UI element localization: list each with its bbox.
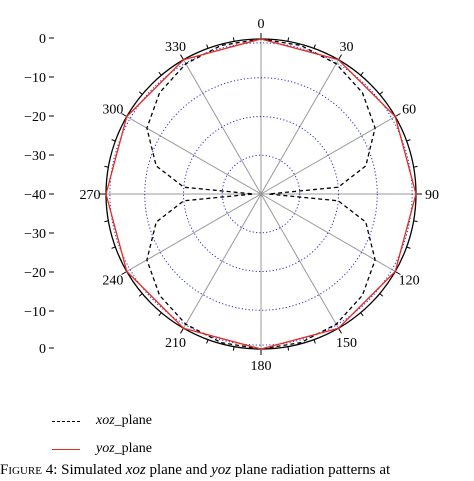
angular-tick-mark: [121, 271, 128, 275]
angular-tick-mark: [104, 165, 109, 168]
radial-tick-label: −20: [24, 266, 46, 281]
angular-tick-mark: [394, 271, 401, 275]
angular-tick-mark: [180, 327, 184, 334]
radial-tick-label: −30: [24, 227, 46, 242]
reference-circle: [109, 42, 413, 346]
legend-item-yoz: yoz _plane: [52, 441, 152, 457]
angular-tick-mark: [206, 44, 209, 49]
radial-tick-label: −40: [24, 188, 46, 203]
grid-spoke: [126, 116, 262, 195]
angular-tick-mark: [158, 312, 162, 317]
grid-spoke: [183, 193, 262, 329]
angular-tick-mark: [121, 113, 128, 117]
angular-tick-label: 0: [258, 17, 265, 32]
angular-tick-mark: [138, 293, 143, 297]
angular-tick-label: 300: [102, 103, 123, 118]
angular-tick-mark: [406, 139, 411, 142]
angular-tick-mark: [111, 246, 116, 249]
angular-tick-mark: [287, 37, 290, 42]
angular-tick-label: 330: [165, 40, 186, 55]
radial-tick-label: −30: [24, 149, 46, 164]
angular-tick-mark: [138, 91, 143, 95]
angular-tick-mark: [313, 44, 316, 49]
caption-text-1: Simulated: [57, 462, 126, 478]
polar-chart: 0 30 60 90 120 150 180 210 240 270 300 330 0 −10 −20 −3…: [24, 17, 439, 374]
angular-tick-mark: [394, 113, 401, 117]
angular-tick-mark: [104, 220, 109, 223]
angular-tick-label: 30: [340, 40, 354, 55]
caption-text-3: plane radiation patterns at: [231, 462, 391, 478]
angular-tick-mark: [360, 71, 364, 76]
angular-tick-mark: [232, 346, 235, 351]
grid-spoke: [260, 193, 339, 329]
radial-tick-label: 0: [39, 342, 46, 357]
angular-tick-mark: [111, 139, 116, 142]
legend-item-xoz: xoz _plane: [52, 413, 152, 429]
angular-tick-mark: [287, 346, 290, 351]
grid-ring: [221, 154, 301, 234]
angular-tick-mark: [338, 54, 342, 61]
legend-swatch-dashed: [52, 420, 80, 422]
radial-tick-label: 0: [39, 32, 46, 47]
grid-ring: [183, 116, 339, 272]
caption-label: Figure 4:: [0, 462, 58, 478]
legend-label-xoz-suffix: _plane: [114, 413, 152, 428]
angular-tick-label: 210: [165, 336, 186, 351]
radial-tick-label: −10: [24, 305, 46, 320]
radial-tick-label: −10: [24, 71, 46, 86]
angular-tick-mark: [379, 91, 384, 95]
angular-tick-mark: [232, 37, 235, 42]
radial-tick-label: −20: [24, 110, 46, 125]
legend-label-yoz-suffix: _plane: [114, 441, 152, 456]
angular-tick-mark: [338, 327, 342, 334]
angular-tick-mark: [413, 165, 418, 168]
angular-tick-mark: [180, 54, 184, 61]
caption-italic-1: xoz: [125, 462, 146, 478]
angular-tick-label: 270: [80, 188, 101, 203]
series-line-xoz: [146, 38, 376, 350]
angular-tick-mark: [413, 220, 418, 223]
series-line-yoz: [105, 38, 417, 350]
angular-tick-label: 240: [102, 274, 123, 289]
angular-tick-mark: [379, 293, 384, 297]
angular-tick-mark: [360, 312, 364, 317]
angular-tick-mark: [313, 339, 316, 344]
angular-tick-mark: [406, 246, 411, 249]
legend-label-xoz-italic: xoz: [96, 413, 115, 428]
legend-swatch-solid: [52, 448, 80, 450]
caption-text-2: plane and: [145, 462, 212, 478]
figure-caption: Figure 4: Simulated xoz plane and yoz pl…: [0, 462, 474, 479]
angular-tick-mark: [158, 71, 162, 76]
angular-tick-mark: [206, 339, 209, 344]
grid-spoke: [260, 193, 396, 272]
angular-tick-label: 60: [402, 103, 416, 118]
grid-ring: [144, 77, 378, 311]
grid-spoke: [126, 193, 262, 272]
angular-tick-label: 180: [251, 359, 272, 374]
legend-label-yoz-italic: yoz: [96, 441, 115, 456]
angular-tick-label: 150: [336, 336, 357, 351]
caption-italic-2: yoz: [211, 462, 232, 478]
angular-tick-label: 90: [425, 188, 439, 203]
angular-tick-label: 120: [399, 274, 420, 289]
